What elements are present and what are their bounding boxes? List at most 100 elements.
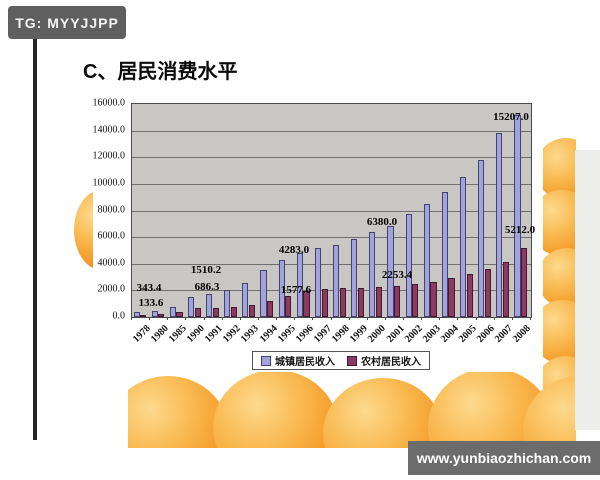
bar-农村居民收入-2002 — [412, 284, 419, 317]
bar-农村居民收入-2005 — [466, 273, 473, 317]
bar-农村居民收入-1993 — [248, 304, 256, 317]
x-tick — [149, 317, 151, 320]
bar-城镇居民收入-1995 — [278, 259, 285, 317]
bar-农村居民收入-1997 — [321, 289, 328, 317]
bar-城镇居民收入-2006 — [478, 160, 485, 317]
data-label: 133.6 — [138, 297, 164, 309]
bar-农村居民收入-1994 — [267, 300, 274, 317]
bar-城镇居民收入-1997 — [314, 248, 322, 317]
bar-农村居民收入-1998 — [339, 288, 346, 317]
x-tick-label: 2002 — [402, 323, 425, 345]
chart-legend: 城镇居民收入 农村居民收入 — [252, 351, 430, 370]
bar-城镇居民收入-2008 — [514, 114, 521, 317]
x-tick-label: 1978 — [130, 323, 153, 345]
x-tick-label: 2008 — [511, 323, 534, 345]
data-label: 343.4 — [136, 282, 162, 294]
x-tick-label: 2006 — [475, 323, 497, 345]
y-tick-label: 10000.0 — [92, 177, 126, 189]
x-tick-label: 1998 — [329, 323, 352, 345]
bar-城镇居民收入-1999 — [351, 239, 358, 317]
x-tick — [276, 317, 278, 320]
bar-城镇居民收入-2003 — [423, 204, 430, 317]
bar-城镇居民收入-1993 — [242, 282, 249, 317]
bar-城镇居民收入-1978 — [133, 312, 140, 317]
x-tick — [530, 317, 531, 320]
x-tick-label: 1980 — [148, 323, 171, 345]
bar-城镇居民收入-2004 — [441, 191, 448, 317]
x-tick — [475, 317, 477, 320]
orange-photo-left — [74, 192, 93, 268]
x-tick — [167, 317, 169, 320]
x-tick-label: 1993 — [239, 323, 262, 345]
x-tick — [403, 317, 405, 320]
legend-item: 城镇居民收入 — [261, 353, 335, 368]
page-title: C、居民消费水平 — [83, 61, 238, 83]
data-label: 1577.6 — [280, 284, 312, 296]
bar-农村居民收入-1999 — [357, 287, 364, 317]
bar-农村居民收入-1996 — [303, 291, 310, 317]
data-label: 4283.0 — [278, 244, 310, 256]
x-tick-label: 1995 — [275, 323, 298, 345]
bar-城镇居民收入-2002 — [405, 214, 412, 317]
x-tick — [493, 317, 495, 320]
x-tick — [239, 317, 241, 320]
x-tick-label: 1992 — [221, 323, 244, 345]
y-tick-label: 0.0 — [112, 310, 126, 322]
data-label: 2253.4 — [381, 269, 413, 281]
legend-swatch — [261, 355, 271, 366]
bar-城镇居民收入-1980 — [151, 310, 158, 317]
bar-城镇居民收入-2001 — [387, 225, 394, 317]
bar-农村居民收入-2000 — [375, 287, 383, 317]
x-tick-label: 1997 — [311, 323, 334, 345]
bar-农村居民收入-2001 — [394, 285, 401, 317]
gridline — [132, 157, 531, 159]
plot-area — [131, 103, 532, 318]
photo-gray-edge — [575, 150, 600, 430]
bar-农村居民收入-1978 — [140, 315, 147, 317]
x-tick — [203, 317, 205, 320]
bar-农村居民收入-2008 — [521, 247, 528, 317]
x-tick-label: 1990 — [184, 323, 207, 345]
bar-农村居民收入-1991 — [212, 307, 219, 317]
x-tick — [457, 317, 459, 320]
x-tick — [257, 317, 259, 320]
gridline — [132, 237, 531, 239]
data-label: 15207.0 — [493, 111, 529, 123]
bar-城镇居民收入-1994 — [260, 270, 267, 317]
gridline — [132, 290, 531, 292]
x-tick-label: 1999 — [348, 323, 371, 345]
bar-城镇居民收入-1998 — [333, 244, 340, 317]
y-tick-label: 16000.0 — [92, 97, 126, 109]
legend-label: 城镇居民收入 — [275, 357, 335, 368]
legend-swatch — [347, 355, 357, 366]
bar-城镇居民收入-2000 — [369, 232, 376, 317]
y-tick-label: 2000.0 — [97, 283, 126, 295]
data-label: 5212.0 — [504, 224, 536, 236]
data-label: 1510.2 — [190, 264, 222, 276]
bar-农村居民收入-2004 — [448, 277, 455, 317]
bar-城镇居民收入-1996 — [296, 252, 303, 317]
x-tick — [511, 317, 513, 320]
gridline — [132, 210, 531, 212]
x-tick-label: 1991 — [202, 323, 225, 345]
bar-农村居民收入-2006 — [484, 269, 491, 317]
legend-label: 农村居民收入 — [361, 357, 421, 368]
bar-城镇居民收入-2007 — [496, 133, 503, 317]
bar-城镇居民收入-1991 — [206, 294, 213, 317]
x-tick — [185, 317, 187, 320]
x-tick — [439, 317, 441, 320]
x-tick-label: 2001 — [384, 323, 407, 345]
x-tick — [221, 317, 223, 320]
bar-农村居民收入-1980 — [158, 314, 165, 317]
bar-城镇居民收入-2005 — [459, 177, 467, 317]
x-tick — [384, 317, 386, 320]
bar-城镇居民收入-1992 — [224, 290, 231, 317]
bar-农村居民收入-2007 — [502, 261, 510, 317]
gridline — [132, 183, 531, 185]
data-label: 686.3 — [194, 281, 220, 293]
bar-城镇居民收入-1990 — [187, 296, 195, 317]
x-tick-label: 1996 — [293, 323, 316, 345]
y-tick-label: 12000.0 — [92, 150, 126, 162]
vertical-divider — [33, 39, 37, 440]
